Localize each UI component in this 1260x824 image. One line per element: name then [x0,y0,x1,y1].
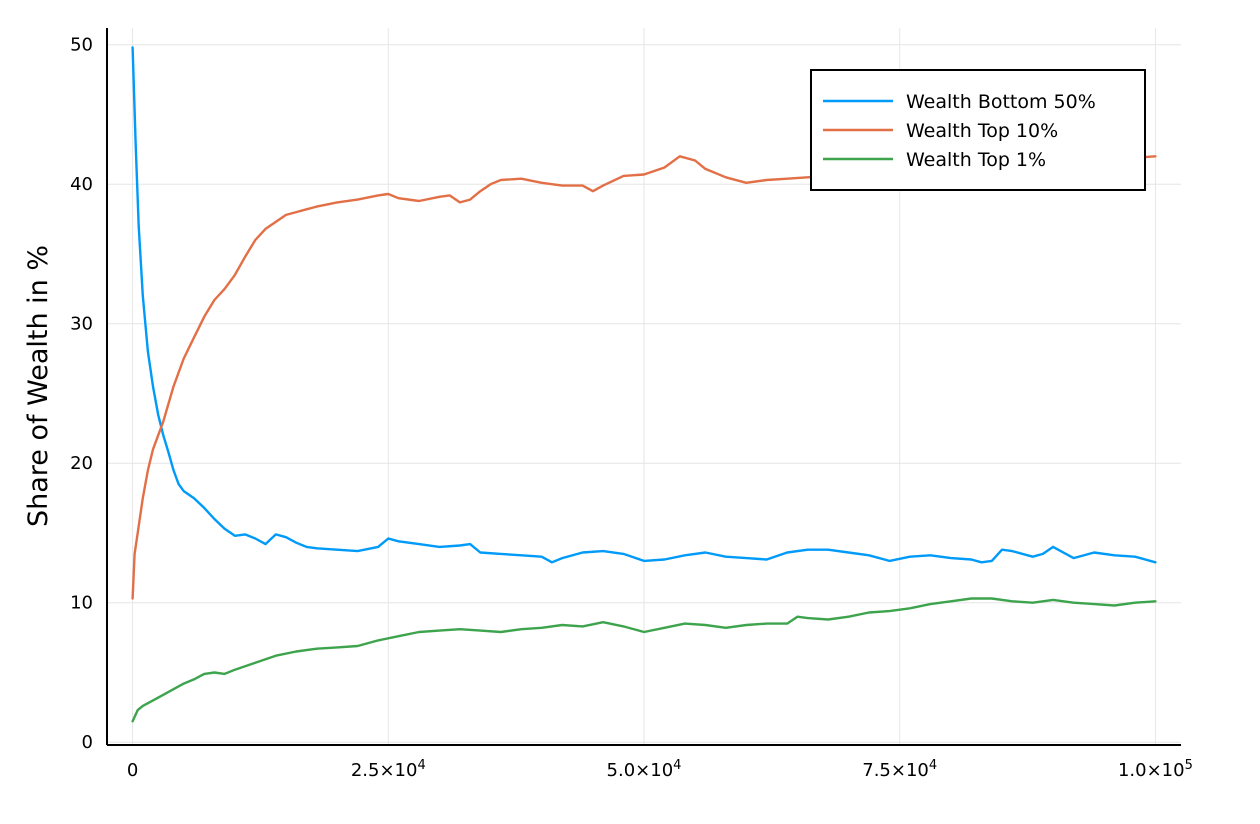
legend-label: Wealth Bottom 50% [906,91,1096,113]
y-tick-label: 20 [70,453,93,474]
legend-label: Wealth Top 1% [906,149,1046,171]
tick-labels: 0 2.5×104 5.0×104 7.5×104 1.0×105 0 10 20 30 40 50 [70,35,1193,781]
y-tick-label: 50 [70,35,93,56]
y-axis-label: Share of Wealth in % [23,245,54,527]
axes [106,28,1181,746]
legend-label: Wealth Top 10% [906,120,1058,142]
series-line-3 [131,597,1157,723]
x-tick-label: 5.0×104 [607,758,682,781]
y-tick-label: 40 [70,174,93,195]
y-tick-label: 0 [82,732,93,753]
x-tick-label: 2.5×104 [351,758,426,781]
legend: Wealth Bottom 50% Wealth Top 10% Wealth To… [810,69,1146,191]
x-tick-label: 7.5×104 [862,758,937,781]
y-tick-label: 10 [70,593,93,614]
x-tick-label: 0 [127,760,138,781]
series-line-1 [131,46,1157,564]
x-tick-label: 1.0×105 [1118,758,1193,781]
y-tick-label: 30 [70,314,93,335]
